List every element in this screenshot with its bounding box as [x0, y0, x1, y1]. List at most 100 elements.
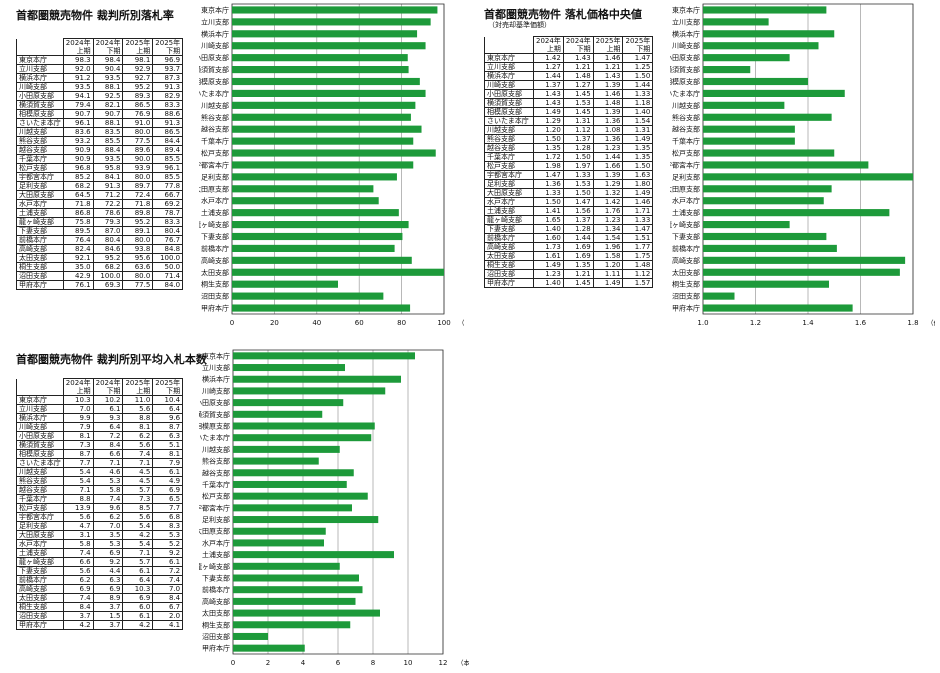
table-cell-value: 89.4	[152, 145, 184, 155]
table-cell-value: 7.3	[122, 494, 154, 504]
category-label: 小田原支部	[199, 53, 229, 62]
table-row-label: 下妻支部	[484, 224, 534, 234]
table-cell-value: 85.5	[92, 136, 124, 146]
bar	[703, 197, 824, 205]
table-cell-value: 1.18	[622, 98, 654, 108]
table-row-label: 甲府本庁	[484, 278, 534, 288]
category-label: 大田原支部	[199, 184, 229, 193]
table-cell-value: 69.2	[152, 199, 184, 209]
table-cell-value: 5.4	[122, 521, 154, 531]
table-row-label: 水戸本庁	[16, 539, 64, 549]
category-label: 足利支部	[672, 172, 700, 181]
table-header-half: 上期	[122, 47, 154, 56]
table-row-label: 水戸本庁	[16, 199, 64, 209]
table-row-label: 宇都宮本庁	[484, 170, 534, 180]
table-cell-value: 7.9	[62, 422, 94, 432]
table-row-label: 越谷支部	[16, 145, 64, 155]
table-cell-value: 88.1	[92, 82, 124, 92]
table-row: 沼田支部 42.9 100.0 80.0 71.4	[16, 271, 184, 281]
table-cell-value: 93.2	[62, 136, 94, 146]
category-label: 桐生支部	[672, 280, 700, 289]
bar	[233, 364, 345, 372]
table-cell-value: 5.7	[122, 485, 154, 495]
table-row-label: 千葉本庁	[16, 494, 64, 504]
table-cell-value: 80.0	[122, 172, 154, 182]
table-cell-value: 1.47	[562, 197, 594, 207]
table-cell-value: 1.12	[622, 269, 654, 279]
table-cell-value: 1.44	[622, 80, 654, 90]
table-cell-value: 92.7	[122, 73, 154, 83]
table-cell-value: 78.7	[152, 208, 184, 218]
table-cell-value: 87.3	[152, 73, 184, 83]
category-label: 前橋本庁	[202, 585, 230, 594]
table-cell-value: 6.4	[92, 422, 124, 432]
table-cell-value: 83.3	[152, 217, 184, 227]
bar	[703, 173, 913, 181]
table-cell-value: 1.29	[533, 116, 564, 126]
table-cell-value: 9.6	[92, 503, 124, 513]
category-label: 龍ヶ崎支部	[199, 220, 229, 229]
table-cell-value: 6.9	[92, 548, 124, 558]
table-row-label: 土浦支部	[484, 206, 534, 216]
table-row: 横浜本庁 91.2 93.5 92.7 87.3	[16, 73, 184, 83]
bar	[703, 268, 900, 276]
table-cell-value: 5.4	[62, 467, 94, 477]
table-cell-value: 1.69	[562, 251, 594, 261]
bar	[233, 586, 363, 594]
category-label: 千葉本庁	[201, 137, 229, 146]
table-cell-value: 6.3	[152, 431, 184, 441]
table-cell-value: 2.0	[152, 611, 184, 621]
table-row: 高崎支部 6.9 6.9 10.3 7.0	[16, 584, 184, 594]
bar	[233, 445, 340, 453]
table-cell-value: 1.97	[562, 161, 594, 171]
price-table: 2024年 2024年 2025年 2025年 上期 下期 上期 下期 東京本庁 1.42 1.43…	[484, 36, 654, 288]
table-row-label: 東京本庁	[16, 55, 64, 65]
table-cell-value: 83.5	[92, 127, 124, 137]
table-row-label: 松戸支部	[16, 163, 64, 173]
category-label: 松戸支部	[201, 149, 229, 158]
bar	[233, 492, 368, 500]
table-cell-value: 1.43	[533, 89, 564, 99]
table-cell-value: 95.2	[92, 253, 124, 263]
bar	[232, 113, 411, 121]
table-cell-value: 1.33	[622, 215, 654, 225]
table-cell-value: 1.40	[622, 107, 654, 117]
table-header-half: 上期	[592, 45, 624, 54]
table-cell-value: 93.8	[122, 244, 154, 254]
table-header-row: 2024年 2024年 2025年 2025年	[16, 38, 184, 47]
table-cell-value: 92.0	[62, 64, 94, 74]
table-cell-value: 100.0	[92, 271, 124, 281]
bar	[703, 101, 785, 109]
bar	[232, 149, 436, 157]
table-row-label: 横須賀支部	[16, 100, 64, 110]
table-cell-value: 80.0	[122, 127, 154, 137]
table-cell-value: 79.3	[92, 217, 124, 227]
table-row-label: 横浜本庁	[16, 413, 64, 423]
bar	[233, 399, 344, 407]
table-cell-value: 71.4	[152, 271, 184, 281]
table-cell-value: 7.0	[92, 521, 124, 531]
table-row: 横浜本庁 1.44 1.48 1.43 1.50	[484, 71, 654, 81]
table-cell-value: 79.4	[62, 100, 94, 110]
table-row-label: 龍ヶ崎支部	[16, 557, 64, 567]
table-cell-value: 91.3	[152, 118, 184, 128]
table-cell-value: 92.1	[62, 253, 94, 263]
table-cell-value: 1.44	[533, 71, 564, 81]
table-cell-value: 1.35	[562, 260, 594, 270]
category-label: さいたま本庁	[670, 89, 700, 98]
table-row: 相模原支部 8.7 6.6 7.4 8.1	[16, 449, 184, 459]
table-cell-value: 11.0	[122, 395, 154, 405]
table-row-label: さいたま本庁	[484, 116, 534, 126]
category-label: 小田原支部	[670, 53, 700, 62]
table-cell-value: 1.12	[562, 125, 594, 135]
table-cell-value: 5.6	[62, 566, 94, 576]
table-cell-value: 13.9	[62, 503, 94, 513]
table-row: 川越支部 5.4 4.6 4.5 6.1	[16, 467, 184, 477]
table-cell-value: 100.0	[152, 253, 184, 263]
table-row-label: 太田支部	[16, 593, 64, 603]
table-cell-value: 8.3	[152, 521, 184, 531]
table-row: 土浦支部 86.8 78.6 89.8 78.7	[16, 208, 184, 218]
table-header-row: 上期 下期 上期 下期	[16, 47, 184, 56]
table-cell-value: 4.2	[122, 620, 154, 630]
table-cell-value: 89.6	[122, 145, 154, 155]
